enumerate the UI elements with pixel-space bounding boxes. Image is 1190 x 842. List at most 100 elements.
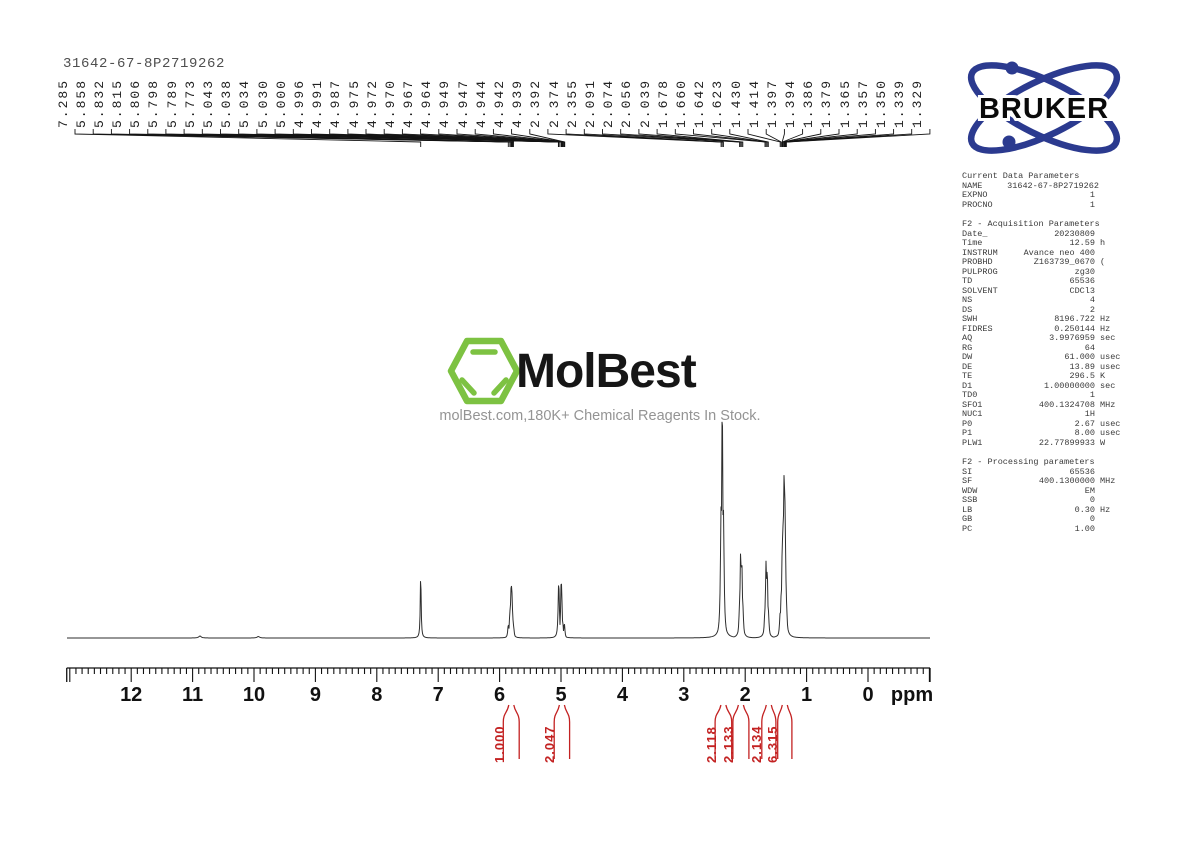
parameter-name: TD bbox=[962, 277, 973, 286]
parameter-value: 64 bbox=[1084, 342, 1095, 353]
parameter-value: 65536 bbox=[1069, 276, 1095, 286]
peak-connector-line bbox=[547, 129, 722, 147]
parameter-row: SWH 8196.722 Hz bbox=[962, 314, 1130, 325]
parameter-value: 8196.722 bbox=[1054, 314, 1095, 324]
parameter-section: F2 - Acquisition Parameters Date_ 20230809… bbox=[962, 219, 1130, 449]
x-axis-tick-label: 7 bbox=[432, 684, 444, 706]
peak-connector-line bbox=[693, 129, 767, 147]
peak-connector-line bbox=[747, 129, 781, 147]
peak-connector-line bbox=[201, 129, 514, 147]
parameter-name: LB bbox=[962, 505, 973, 515]
parameter-value: CDCl3 bbox=[1069, 285, 1095, 296]
peak-connector-line bbox=[781, 129, 804, 147]
parameter-row: NS 4 bbox=[962, 295, 1130, 306]
x-axis-tick-label: 1 bbox=[801, 684, 813, 706]
parameter-row: INSTRUM Avance neo 400 bbox=[962, 248, 1130, 259]
parameter-row: Time 12.59 h bbox=[962, 238, 1130, 249]
parameter-unit: Hz bbox=[1100, 314, 1111, 324]
parameter-value: 8.00 bbox=[1074, 428, 1095, 438]
parameter-value: 13.89 bbox=[1069, 361, 1095, 372]
parameter-name: NUC1 bbox=[962, 410, 983, 419]
parameter-row: NUC1 1H bbox=[962, 409, 1130, 420]
parameter-value: 0.250144 bbox=[1054, 323, 1095, 334]
integral-trail bbox=[732, 704, 750, 759]
parameter-value: 296.5 bbox=[1069, 371, 1095, 381]
integral-trail bbox=[777, 704, 793, 759]
parameter-value: 61.000 bbox=[1064, 352, 1095, 362]
peak-connector-line bbox=[638, 129, 743, 147]
parameter-unit: sec bbox=[1100, 380, 1116, 391]
parameter-row: PROBHD Z163739_0670 ( bbox=[962, 257, 1130, 268]
parameter-name: SWH bbox=[962, 315, 978, 324]
parameter-row: PLW1 22.77899933 W bbox=[962, 437, 1130, 449]
parameter-row: LB 0.30 Hz bbox=[962, 504, 1130, 516]
parameter-row: P0 2.67 usec bbox=[962, 418, 1130, 430]
parameter-value: 1.00000000 bbox=[1043, 380, 1095, 391]
parameter-value: 0 bbox=[1089, 514, 1095, 524]
parameter-unit: K bbox=[1100, 371, 1106, 381]
parameter-name: DW bbox=[962, 353, 973, 362]
parameter-value: 22.77899933 bbox=[1038, 437, 1095, 448]
parameter-name: PC bbox=[962, 524, 973, 534]
x-axis-tick-label: 3 bbox=[678, 684, 690, 706]
axis-unit-label: ppm bbox=[890, 684, 934, 706]
x-axis-tick-label: 12 bbox=[120, 684, 143, 706]
parameter-section-title: F2 - Acquisition Parameters bbox=[962, 219, 1100, 229]
parameter-name: PULPROG bbox=[962, 267, 998, 277]
parameter-value: 0 bbox=[1089, 495, 1095, 505]
parameter-unit: usec bbox=[1100, 352, 1121, 362]
parameter-value: EM bbox=[1084, 485, 1095, 496]
parameter-name: P0 bbox=[962, 419, 973, 429]
parameter-name: PROCNO bbox=[962, 200, 993, 210]
parameter-name: GB bbox=[962, 515, 973, 524]
hexagon-outline-icon bbox=[447, 337, 521, 405]
parameter-name: SSB bbox=[962, 496, 978, 505]
parameter-row: TD0 1 bbox=[962, 390, 1130, 401]
peak-connector-line bbox=[529, 129, 566, 147]
parameter-name: P1 bbox=[962, 429, 973, 438]
x-axis-tick-label: 4 bbox=[616, 684, 628, 706]
parameter-name: EXPNO bbox=[962, 191, 988, 200]
parameter-name: D1 bbox=[962, 381, 973, 391]
molbest-wordmark: MolBest bbox=[516, 345, 697, 398]
parameter-name: Date_ bbox=[962, 229, 988, 239]
parameter-value: 2 bbox=[1089, 304, 1095, 315]
peak-connector-line bbox=[583, 129, 724, 147]
parameter-row: D1 1.00000000 sec bbox=[962, 380, 1130, 392]
parameter-value: zg30 bbox=[1074, 266, 1095, 277]
parameter-unit: sec bbox=[1100, 333, 1116, 343]
parameter-name: NAME bbox=[962, 181, 983, 191]
parameter-row: WDW EM bbox=[962, 485, 1130, 497]
parameter-unit: usec bbox=[1100, 361, 1121, 372]
parameter-row: Date_ 20230809 bbox=[962, 228, 1130, 240]
bruker-atom-ellipses-icon bbox=[967, 62, 1121, 154]
sample-id-title: 31642-67-8P2719262 bbox=[63, 56, 226, 72]
peak-connector-line bbox=[565, 129, 723, 147]
parameter-value: 1H bbox=[1084, 409, 1095, 419]
bruker-wordmark: BRUKER bbox=[979, 93, 1109, 125]
parameter-row: P1 8.00 usec bbox=[962, 428, 1130, 439]
peak-connector-line bbox=[783, 129, 858, 147]
parameter-name: DE bbox=[962, 362, 973, 372]
parameter-name: Time bbox=[962, 239, 983, 248]
peak-connector-line bbox=[602, 129, 741, 147]
parameter-row: SF 400.1300000 MHz bbox=[962, 476, 1130, 487]
peak-connector-line bbox=[785, 129, 913, 147]
parameter-row: SI 65536 bbox=[962, 467, 1130, 478]
parameter-unit: MHz bbox=[1100, 476, 1116, 486]
peak-connector-line bbox=[711, 129, 768, 147]
parameter-value: 1 bbox=[1089, 199, 1095, 210]
parameter-unit: usec bbox=[1100, 418, 1121, 429]
peak-connector-line bbox=[656, 129, 744, 147]
x-axis-tick-label: 0 bbox=[862, 684, 874, 706]
peak-connector-line bbox=[620, 129, 742, 147]
parameter-section-title: Current Data Parameters bbox=[962, 171, 1080, 181]
integral-trail bbox=[502, 704, 520, 759]
x-axis-tick-label: 8 bbox=[371, 684, 383, 706]
parameter-row: DS 2 bbox=[962, 304, 1130, 316]
parameter-value: 0.30 bbox=[1074, 504, 1095, 515]
parameter-section: Current Data Parameters NAME 31642-67-8P27… bbox=[962, 171, 1130, 210]
parameter-value: 20230809 bbox=[1054, 228, 1095, 239]
x-axis-tick-label: 9 bbox=[309, 684, 321, 706]
